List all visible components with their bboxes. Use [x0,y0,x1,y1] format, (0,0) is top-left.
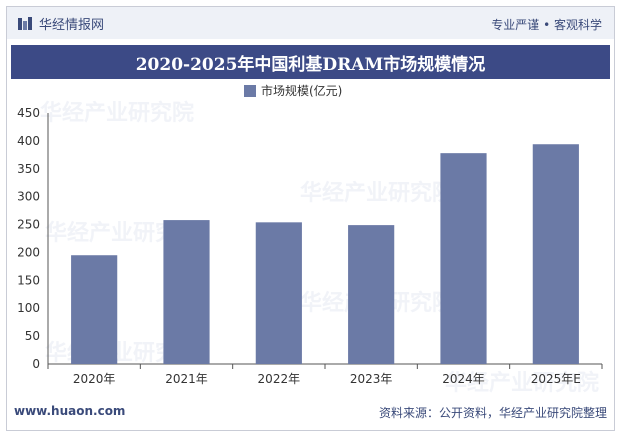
footer-url: www.huaon.com [14,404,126,418]
footer-source: 资料来源：公开资料，华经产业研究院整理 [378,406,607,420]
x-tick-label: 2022年 [258,372,301,386]
chart-legend: 市场规模(亿元) [244,82,342,99]
x-tick-label: 2025年E [531,372,581,386]
y-tick-label: 150 [17,273,40,287]
y-tick-label: 50 [25,329,40,343]
x-tick-label: 2023年 [350,372,393,386]
y-tick-label: 450 [17,106,40,120]
bar [71,255,118,364]
brand-logo-icon [18,16,32,30]
legend-swatch [244,84,256,97]
x-tick-label: 2021年 [165,372,208,386]
y-tick-label: 350 [17,162,40,176]
y-tick-label: 100 [17,301,40,315]
chart-title: 2020-2025年中国利基DRAM市场规模情况 [11,45,610,79]
bar [163,220,210,364]
top-bar: 华经情报网 专业严谨 • 客观科学 [7,7,614,39]
brand-name: 华经情报网 [39,18,105,33]
bar [532,144,579,364]
y-tick-label: 200 [17,245,40,259]
bar [440,153,487,364]
x-tick-label: 2024年 [442,372,485,386]
slogan: 专业严谨 • 客观科学 [491,18,602,32]
bar [255,222,302,364]
x-tick-label: 2020年 [73,372,116,386]
y-tick-label: 250 [17,218,40,232]
brand: 华经情报网 [17,14,104,33]
legend-label: 市场规模(亿元) [261,84,343,98]
y-tick-label: 400 [17,134,40,148]
y-tick-label: 300 [17,190,40,204]
y-tick-label: 0 [32,357,40,371]
bar [348,225,395,364]
